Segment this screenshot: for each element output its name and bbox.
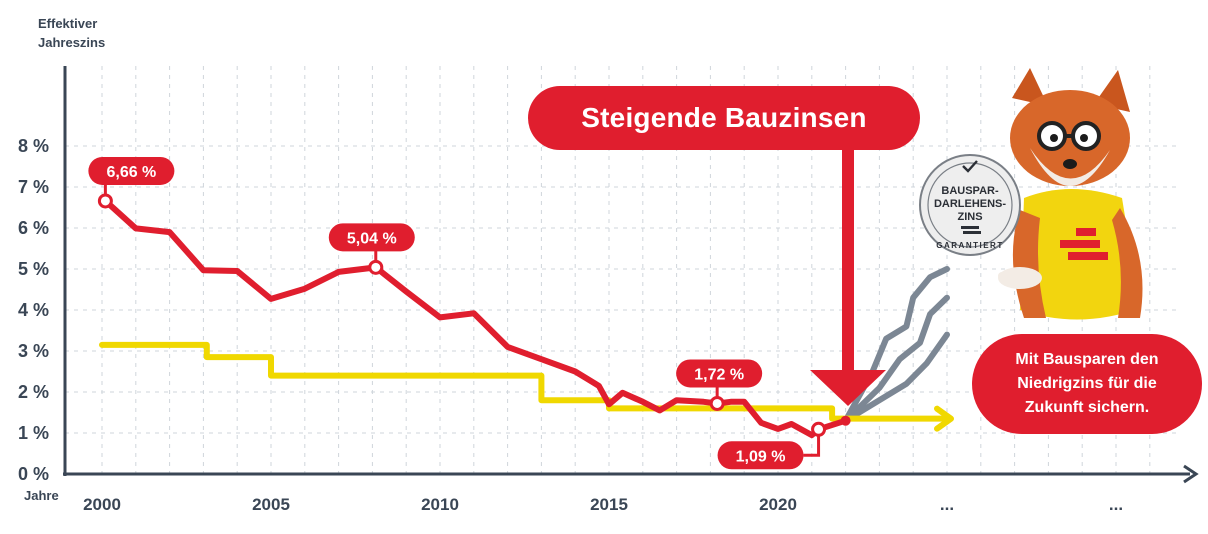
banner-steigende-bauzinsen: Steigende Bauzinsen bbox=[528, 86, 920, 150]
annotation-point bbox=[811, 421, 827, 437]
x-tick-label: 2010 bbox=[421, 495, 459, 514]
series-line bbox=[842, 266, 950, 424]
y-tick-label: 2 % bbox=[18, 382, 49, 402]
x-tick-label: 2000 bbox=[83, 495, 121, 514]
arrow-head bbox=[810, 370, 886, 406]
x-axis-tick-labels: 2000 2005 2010 2015 2020...... bbox=[83, 495, 1123, 514]
x-tick-label: 2020 bbox=[759, 495, 797, 514]
y-axis-title: Effektiver Jahreszins bbox=[38, 14, 105, 52]
x-tick-label: 2015 bbox=[590, 495, 628, 514]
x-tick-label: 2005 bbox=[252, 495, 290, 514]
slogan-line-1: Mit Bausparen den bbox=[1015, 351, 1159, 368]
y-tick-label: 6 % bbox=[18, 218, 49, 238]
series-line bbox=[99, 341, 950, 422]
slogan-line-3: Zukunft sichern. bbox=[1024, 399, 1150, 416]
y-tick-label: 3 % bbox=[18, 341, 49, 361]
y-tick-label: 0 % bbox=[18, 464, 49, 484]
slogan-line-2: Niedrigzins für die bbox=[1017, 375, 1157, 392]
seal-text-line-1: BAUSPAR- bbox=[941, 185, 999, 197]
y-tick-label: 5 % bbox=[18, 259, 49, 279]
x-tick-label: ... bbox=[940, 495, 954, 514]
y-tick-label: 4 % bbox=[18, 300, 49, 320]
y-axis-title-line-1: Effektiver bbox=[38, 16, 98, 31]
arrow-down-icon bbox=[810, 150, 886, 406]
seal-badge-icon: BAUSPAR- DARLEHENS- ZINS GARANTIERT bbox=[919, 154, 1021, 256]
annotation-point bbox=[97, 193, 113, 209]
y-axis-tick-labels: 0 % 1 % 2 % 3 % 4 % 5 % 6 % 7 % 8 % bbox=[18, 136, 49, 484]
annotation-label: 6,66 % bbox=[106, 164, 156, 181]
y-tick-label: 8 % bbox=[18, 136, 49, 156]
chart-series bbox=[99, 197, 954, 439]
annotation-leader bbox=[803, 429, 821, 457]
annotation-label: 1,72 % bbox=[694, 366, 744, 383]
chart-annotations: 6,66 % 5,04 % 1,72 % 1,09 % bbox=[88, 156, 827, 470]
series-end-point bbox=[840, 415, 851, 426]
annotation-point bbox=[709, 395, 725, 411]
seal-text-line-2: DARLEHENS- bbox=[934, 198, 1006, 210]
fox-mascot-icon bbox=[998, 68, 1143, 320]
arrow-right-icon bbox=[934, 405, 954, 432]
seal-text-line-3: ZINS bbox=[957, 211, 982, 223]
annotation-label: 1,09 % bbox=[736, 448, 786, 465]
series-line bbox=[102, 197, 849, 439]
annotation-box bbox=[717, 441, 804, 470]
annotation-point bbox=[368, 259, 384, 275]
arrow-shaft bbox=[842, 150, 854, 380]
annotation-box bbox=[328, 223, 415, 252]
x-tick-label: ... bbox=[1109, 495, 1123, 514]
annotation-box bbox=[88, 156, 175, 185]
y-tick-label: 1 % bbox=[18, 423, 49, 443]
chart-axes bbox=[63, 66, 1199, 484]
y-tick-label: 7 % bbox=[18, 177, 49, 197]
y-axis-title-line-2: Jahreszins bbox=[38, 35, 106, 50]
x-axis-arrow-icon bbox=[1183, 464, 1199, 484]
seal-ring-text: GARANTIERT bbox=[936, 241, 1003, 250]
x-axis-title: Jahre bbox=[24, 488, 59, 503]
slogan-bubble: Mit Bausparen den Niedrigzins für die Zu… bbox=[972, 334, 1202, 434]
annotation-label: 5,04 % bbox=[347, 230, 397, 247]
annotation-box bbox=[676, 359, 763, 388]
checkmark-icon bbox=[962, 160, 978, 173]
series-line bbox=[842, 331, 950, 424]
series-line bbox=[842, 294, 950, 424]
